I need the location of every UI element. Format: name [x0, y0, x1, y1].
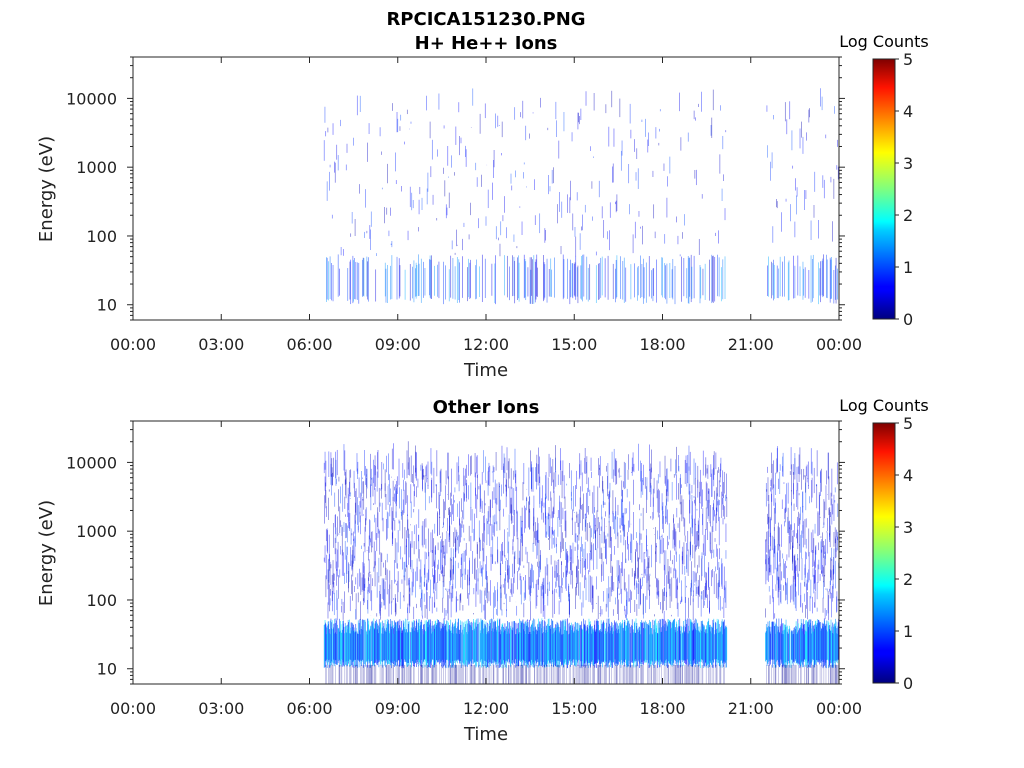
colorbar: [872, 422, 896, 684]
y-tick-label: 10000: [66, 89, 117, 108]
colorbar-tick-label: 4: [903, 466, 913, 485]
plot-frame: [132, 56, 840, 321]
colorbar-tick-label: 5: [903, 50, 913, 69]
y-axis: 10 100 1000 10000: [66, 56, 845, 321]
y-axis-label: Energy (eV): [36, 136, 57, 242]
y-tick-label: 10: [97, 296, 117, 315]
y-tick-label: 10000: [66, 453, 117, 472]
panel-title: Other Ions: [433, 397, 540, 418]
colorbar-tick-label: 2: [903, 570, 913, 589]
x-tick-label: 21:00: [728, 699, 774, 718]
x-tick-label: 09:00: [375, 335, 421, 354]
spectrogram-data: [323, 88, 839, 305]
y-tick-label: 1000: [76, 522, 117, 541]
y-axis-label: Energy (eV): [36, 500, 57, 606]
y-tick-label: 100: [86, 591, 117, 610]
x-tick-label: 12:00: [463, 699, 509, 718]
x-tick-label: 15:00: [551, 335, 597, 354]
y-axis: 10 100 1000 10000: [66, 420, 845, 685]
figure-title: RPCICA151230.PNG: [386, 9, 585, 30]
x-tick-label: 00:00: [816, 335, 862, 354]
colorbar-tick-label: 4: [903, 102, 913, 121]
y-tick-label: 1000: [76, 158, 117, 177]
x-tick-label: 00:00: [110, 335, 156, 354]
x-axis: 00:00 03:00 06:00 09:00 12:00 15:00 18:00 21:00…: [110, 57, 862, 354]
colorbar-tick-label: 3: [903, 518, 913, 537]
colorbar-tick-label: 5: [903, 414, 913, 433]
spectrogram-data: [323, 441, 839, 684]
x-axis-label: Time: [463, 724, 508, 745]
x-tick-label: 18:00: [639, 699, 685, 718]
x-axis-label: Time: [463, 360, 508, 381]
colorbar-ticks: 0 1 2 3 4 5: [895, 50, 913, 329]
panel-title: H+ He++ Ions: [415, 33, 558, 54]
colorbar-tick-label: 1: [903, 622, 913, 641]
colorbar-label: Log Counts: [839, 396, 929, 415]
colorbar-tick-label: 0: [903, 674, 913, 693]
x-tick-label: 06:00: [286, 335, 332, 354]
x-axis: 00:00 03:00 06:00 09:00 12:00 15:00 18:00 21:00…: [110, 421, 862, 718]
colorbar-tick-label: 3: [903, 154, 913, 173]
x-tick-label: 18:00: [639, 335, 685, 354]
x-tick-label: 03:00: [198, 335, 244, 354]
colorbar-label: Log Counts: [839, 32, 929, 51]
colorbar-tick-label: 2: [903, 206, 913, 225]
x-tick-label: 03:00: [198, 699, 244, 718]
x-tick-label: 00:00: [816, 699, 862, 718]
x-tick-label: 15:00: [551, 699, 597, 718]
colorbar-tick-label: 0: [903, 310, 913, 329]
x-tick-label: 12:00: [463, 335, 509, 354]
colorbar: [872, 58, 896, 320]
colorbar-tick-label: 1: [903, 258, 913, 277]
x-tick-label: 21:00: [728, 335, 774, 354]
x-tick-label: 00:00: [110, 699, 156, 718]
y-tick-label: 100: [86, 227, 117, 246]
x-tick-label: 06:00: [286, 699, 332, 718]
colorbar-ticks: 0 1 2 3 4 5: [895, 414, 913, 693]
x-tick-label: 09:00: [375, 699, 421, 718]
y-tick-label: 10: [97, 660, 117, 679]
